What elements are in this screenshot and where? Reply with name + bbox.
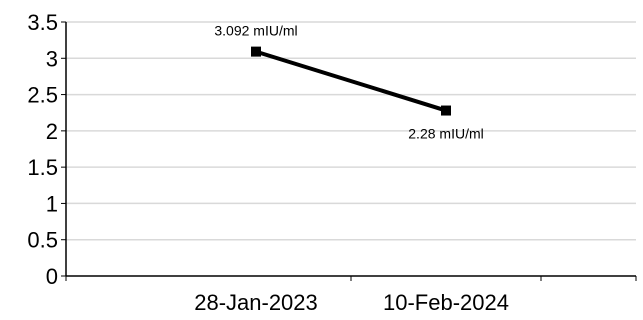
data-point	[251, 46, 261, 57]
y-axis-ticks: 0 0.5 1 1.5 2 2.5 3 3.5	[27, 10, 66, 289]
x-axis-ticks: 28-Jan-2023 10-Feb-2024	[65, 276, 637, 315]
gridlines	[66, 21, 636, 241]
data-label: 2.28 mIU/ml	[408, 126, 483, 142]
data-point	[441, 105, 451, 116]
y-tick-label: 3.5	[27, 10, 58, 35]
axes	[65, 22, 636, 277]
series-group: 3.092 mIU/ml 2.28 mIU/ml	[214, 23, 483, 142]
data-label: 3.092 mIU/ml	[214, 23, 297, 39]
y-tick-label: 1	[46, 191, 58, 216]
x-tick-label: 10-Feb-2024	[383, 290, 509, 315]
y-tick-label: 0	[46, 264, 58, 289]
y-tick-label: 0.5	[27, 228, 58, 253]
y-tick-label: 3	[46, 46, 58, 71]
series-line	[255, 49, 447, 113]
y-tick-label: 1.5	[27, 155, 58, 180]
y-tick-label: 2.5	[27, 83, 58, 108]
x-tick-label: 28-Jan-2023	[194, 290, 318, 315]
y-tick-label: 2	[46, 119, 58, 144]
